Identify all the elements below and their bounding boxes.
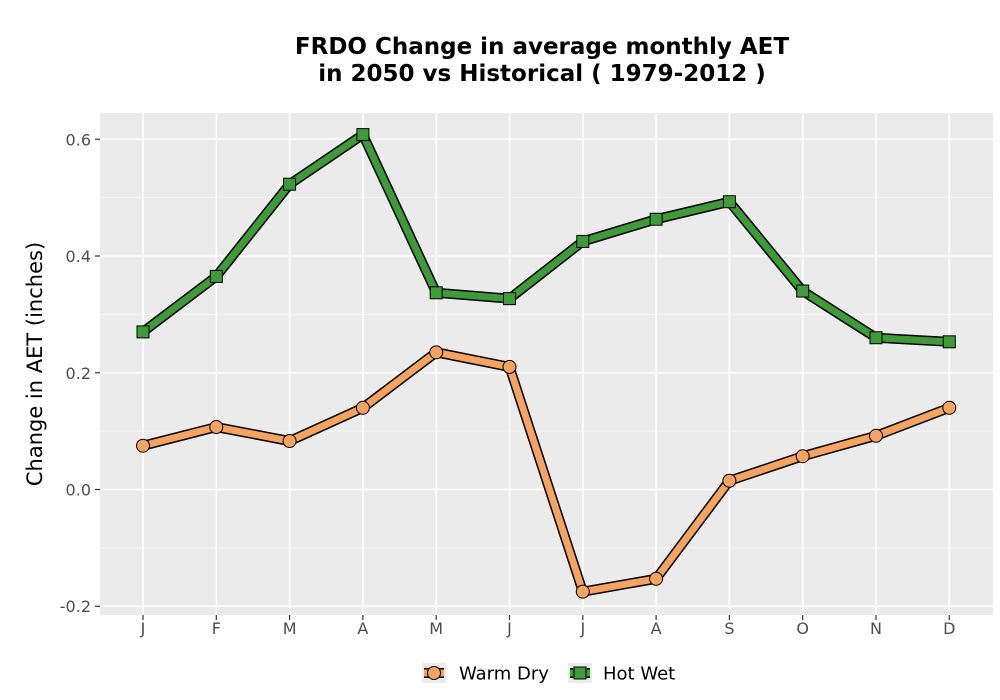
hot-wet-point bbox=[283, 177, 297, 191]
y-axis-label: Change in AET (inches) bbox=[23, 242, 47, 486]
legend: Warm Dry Hot Wet bbox=[422, 663, 675, 685]
warm-dry-point bbox=[282, 434, 297, 449]
hot-wet-legend-label: Hot Wet bbox=[603, 664, 675, 685]
warm-dry-line bbox=[142, 348, 951, 596]
warm-dry-point bbox=[502, 359, 517, 374]
hot-wet-point bbox=[209, 269, 223, 283]
x-tick-label: J bbox=[579, 619, 585, 638]
y-tick-label: 0.2 bbox=[66, 364, 91, 383]
warm-dry-point bbox=[795, 449, 810, 464]
x-tick-label: A bbox=[357, 619, 368, 638]
hot-wet-point bbox=[942, 335, 956, 349]
hot-wet-point bbox=[649, 212, 663, 226]
warm-dry-point bbox=[942, 400, 957, 415]
warm-dry-point bbox=[209, 420, 224, 435]
x-tick-label: F bbox=[212, 619, 221, 638]
chart-title-line-2: in 2050 vs Historical ( 1979-2012 ) bbox=[318, 61, 765, 87]
y-axis-ticks: -0.2 0.0 0.2 0.4 0.6 bbox=[60, 130, 100, 616]
hot-wet-line bbox=[140, 131, 950, 346]
hot-wet-point bbox=[722, 195, 736, 209]
warm-dry-legend-marker bbox=[427, 666, 441, 680]
hot-wet-point bbox=[429, 286, 443, 300]
warm-dry-point bbox=[136, 438, 150, 453]
warm-dry-point bbox=[649, 571, 664, 586]
hot-wet-point bbox=[796, 284, 810, 298]
hot-wet-point bbox=[136, 325, 150, 339]
x-tick-label: S bbox=[724, 619, 734, 638]
x-tick-label: O bbox=[796, 619, 809, 638]
hot-wet-point bbox=[503, 292, 516, 306]
warm-dry-point bbox=[355, 400, 370, 415]
warm-dry-point bbox=[429, 345, 444, 360]
hot-wet-point bbox=[869, 331, 883, 345]
chart-title-line-1: FRDO Change in average monthly AET bbox=[295, 34, 790, 60]
y-tick-label: 0.6 bbox=[66, 130, 91, 149]
x-tick-label: M bbox=[283, 619, 297, 638]
y-tick-label: -0.2 bbox=[60, 597, 91, 616]
warm-dry-point bbox=[722, 473, 737, 488]
x-tick-label: A bbox=[651, 619, 662, 638]
x-tick-label: D bbox=[943, 619, 955, 638]
hot-wet-legend-marker bbox=[573, 666, 587, 680]
x-tick-label: J bbox=[140, 619, 146, 638]
x-tick-label: M bbox=[429, 619, 443, 638]
warm-dry-point bbox=[575, 584, 590, 599]
x-tick-label: N bbox=[870, 619, 882, 638]
series-markers bbox=[136, 128, 957, 599]
warm-dry-legend-label: Warm Dry bbox=[459, 664, 549, 685]
warm-dry-point bbox=[869, 428, 883, 443]
y-tick-label: 0.0 bbox=[66, 481, 91, 500]
series-lines bbox=[139, 129, 952, 597]
plot-panel bbox=[100, 113, 993, 615]
hot-wet-point bbox=[356, 128, 370, 142]
y-tick-label: 0.4 bbox=[66, 247, 91, 266]
hot-wet-point bbox=[576, 234, 590, 248]
x-tick-label: J bbox=[506, 619, 512, 638]
